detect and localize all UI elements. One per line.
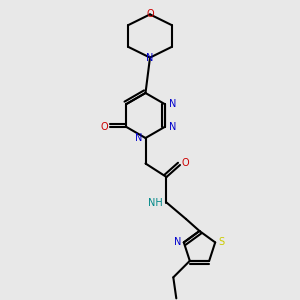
Text: O: O <box>100 122 108 132</box>
Text: NH: NH <box>148 197 163 208</box>
Text: N: N <box>169 122 176 132</box>
Text: O: O <box>146 9 154 20</box>
Text: S: S <box>219 237 225 248</box>
Text: O: O <box>182 158 189 168</box>
Text: N: N <box>173 237 181 248</box>
Text: N: N <box>146 52 154 63</box>
Text: N: N <box>169 99 176 109</box>
Text: N: N <box>135 133 142 143</box>
